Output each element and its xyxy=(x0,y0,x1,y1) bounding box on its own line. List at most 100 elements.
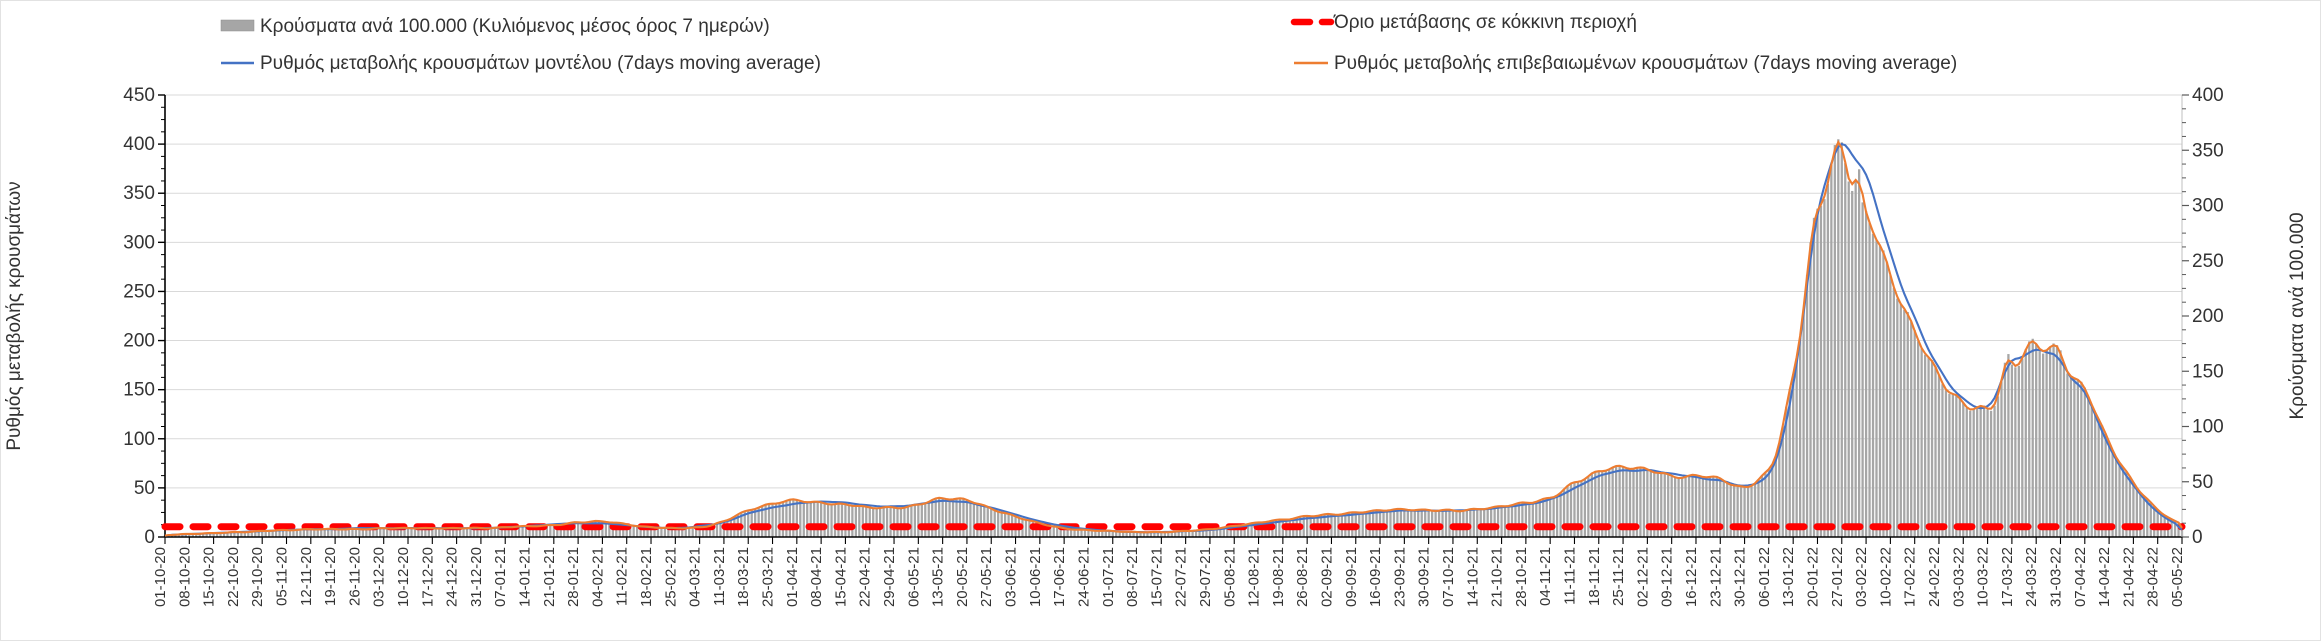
svg-text:19-11-20: 19-11-20 xyxy=(322,547,339,606)
svg-text:30-12-21: 30-12-21 xyxy=(1732,547,1749,607)
svg-text:08-07-21: 08-07-21 xyxy=(1124,547,1141,607)
svg-text:17-02-22: 17-02-22 xyxy=(1902,547,1919,607)
svg-text:350: 350 xyxy=(123,183,155,204)
svg-text:28-01-21: 28-01-21 xyxy=(565,547,582,607)
svg-text:17-03-22: 17-03-22 xyxy=(1999,547,2016,607)
svg-text:18-11-21: 18-11-21 xyxy=(1586,547,1603,606)
svg-text:31-12-20: 31-12-20 xyxy=(468,547,485,607)
svg-text:17-06-21: 17-06-21 xyxy=(1051,547,1068,607)
svg-text:27-01-22: 27-01-22 xyxy=(1829,547,1846,607)
svg-text:12-08-21: 12-08-21 xyxy=(1246,547,1263,607)
svg-text:22-04-21: 22-04-21 xyxy=(857,547,874,607)
svg-text:50: 50 xyxy=(2192,472,2213,493)
svg-text:07-04-22: 07-04-22 xyxy=(2072,547,2089,607)
svg-text:0: 0 xyxy=(144,527,155,548)
svg-text:11-11-21: 11-11-21 xyxy=(1561,547,1578,605)
svg-text:21-01-21: 21-01-21 xyxy=(541,547,558,607)
svg-text:27-05-21: 27-05-21 xyxy=(978,547,995,607)
svg-text:26-08-21: 26-08-21 xyxy=(1294,547,1311,607)
svg-text:24-03-22: 24-03-22 xyxy=(2023,547,2040,607)
svg-text:18-03-21: 18-03-21 xyxy=(735,547,752,607)
svg-text:25-03-21: 25-03-21 xyxy=(760,547,777,607)
svg-text:13-05-21: 13-05-21 xyxy=(930,547,947,607)
svg-text:04-03-21: 04-03-21 xyxy=(687,547,704,607)
svg-text:04-02-21: 04-02-21 xyxy=(589,547,606,607)
svg-text:200: 200 xyxy=(123,331,155,352)
svg-text:06-05-21: 06-05-21 xyxy=(905,547,922,607)
svg-text:07-10-21: 07-10-21 xyxy=(1440,547,1457,607)
svg-text:300: 300 xyxy=(2192,196,2224,217)
svg-text:09-09-21: 09-09-21 xyxy=(1343,547,1360,607)
svg-text:03-02-22: 03-02-22 xyxy=(1853,547,1870,607)
svg-text:14-01-21: 14-01-21 xyxy=(517,547,534,607)
svg-text:450: 450 xyxy=(123,85,155,106)
svg-text:29-04-21: 29-04-21 xyxy=(881,547,898,607)
svg-text:24-06-21: 24-06-21 xyxy=(1075,547,1092,607)
svg-text:31-03-22: 31-03-22 xyxy=(2047,547,2064,607)
svg-text:25-11-21: 25-11-21 xyxy=(1610,547,1627,606)
svg-text:20-01-22: 20-01-22 xyxy=(1804,547,1821,607)
svg-text:10-12-20: 10-12-20 xyxy=(395,547,412,607)
svg-text:400: 400 xyxy=(2192,85,2224,106)
svg-text:10-06-21: 10-06-21 xyxy=(1027,547,1044,607)
svg-text:02-09-21: 02-09-21 xyxy=(1318,547,1335,607)
svg-text:07-01-21: 07-01-21 xyxy=(492,547,509,607)
svg-text:250: 250 xyxy=(123,281,155,302)
svg-text:29-10-20: 29-10-20 xyxy=(249,547,266,607)
svg-text:300: 300 xyxy=(123,232,155,253)
svg-text:11-03-21: 11-03-21 xyxy=(711,547,728,606)
svg-text:Ρυθμός μεταβολής κρουσμάτων μο: Ρυθμός μεταβολής κρουσμάτων μοντέλου (7d… xyxy=(260,53,821,74)
svg-text:0: 0 xyxy=(2192,527,2203,548)
svg-text:21-10-21: 21-10-21 xyxy=(1489,547,1506,607)
svg-text:50: 50 xyxy=(134,478,155,499)
svg-text:30-09-21: 30-09-21 xyxy=(1416,547,1433,607)
svg-text:04-11-21: 04-11-21 xyxy=(1537,547,1554,606)
svg-text:23-09-21: 23-09-21 xyxy=(1391,547,1408,607)
svg-text:12-11-20: 12-11-20 xyxy=(298,547,315,606)
svg-text:03-03-22: 03-03-22 xyxy=(1950,547,1967,607)
svg-text:150: 150 xyxy=(123,380,155,401)
svg-text:08-04-21: 08-04-21 xyxy=(808,547,825,607)
svg-text:03-12-20: 03-12-20 xyxy=(371,547,388,607)
svg-text:Κρούσματα ανά 100.000 (Κυλιόμε: Κρούσματα ανά 100.000 (Κυλιόμενος μέσος … xyxy=(260,16,770,37)
svg-text:01-10-20: 01-10-20 xyxy=(152,547,169,607)
svg-text:09-12-21: 09-12-21 xyxy=(1659,547,1676,607)
svg-text:16-12-21: 16-12-21 xyxy=(1683,547,1700,607)
svg-text:13-01-22: 13-01-22 xyxy=(1780,547,1797,607)
svg-text:Όριο μετάβασης σε κόκκινη περι: Όριο μετάβασης σε κόκκινη περιοχή xyxy=(1333,12,1637,33)
svg-text:15-07-21: 15-07-21 xyxy=(1148,547,1165,607)
svg-text:16-09-21: 16-09-21 xyxy=(1367,547,1384,607)
svg-text:150: 150 xyxy=(2192,361,2224,382)
svg-text:14-10-21: 14-10-21 xyxy=(1464,547,1481,607)
svg-text:08-10-20: 08-10-20 xyxy=(176,547,193,607)
svg-text:18-02-21: 18-02-21 xyxy=(638,547,655,607)
svg-text:11-02-21: 11-02-21 xyxy=(614,547,631,606)
svg-text:Κρούσματα ανά 100.000: Κρούσματα ανά 100.000 xyxy=(2287,212,2308,419)
svg-text:05-11-20: 05-11-20 xyxy=(274,547,291,606)
svg-text:06-01-22: 06-01-22 xyxy=(1756,547,1773,607)
svg-text:21-04-22: 21-04-22 xyxy=(2120,547,2137,607)
svg-text:17-12-20: 17-12-20 xyxy=(419,547,436,607)
svg-text:200: 200 xyxy=(2192,306,2224,327)
svg-text:15-10-20: 15-10-20 xyxy=(201,547,218,607)
svg-text:Ρυθμός μεταβολής κρουσμάτων: Ρυθμός μεταβολής κρουσμάτων xyxy=(4,181,25,450)
svg-text:Ρυθμός μεταβολής επιβεβαιωμένω: Ρυθμός μεταβολής επιβεβαιωμένων κρουσμάτ… xyxy=(1334,53,1957,74)
svg-text:28-04-22: 28-04-22 xyxy=(2145,547,2162,607)
svg-text:28-10-21: 28-10-21 xyxy=(1513,547,1530,607)
svg-text:01-07-21: 01-07-21 xyxy=(1100,547,1117,607)
svg-text:26-11-20: 26-11-20 xyxy=(346,547,363,606)
svg-text:20-05-21: 20-05-21 xyxy=(954,547,971,607)
svg-text:03-06-21: 03-06-21 xyxy=(1003,547,1020,607)
svg-text:22-10-20: 22-10-20 xyxy=(225,547,242,607)
svg-text:02-12-21: 02-12-21 xyxy=(1634,547,1651,607)
svg-text:05-05-22: 05-05-22 xyxy=(2169,547,2186,607)
svg-text:15-04-21: 15-04-21 xyxy=(832,547,849,607)
svg-text:100: 100 xyxy=(123,429,155,450)
svg-text:350: 350 xyxy=(2192,140,2224,161)
svg-text:25-02-21: 25-02-21 xyxy=(662,547,679,607)
svg-text:10-02-22: 10-02-22 xyxy=(1877,547,1894,607)
svg-text:400: 400 xyxy=(123,134,155,155)
svg-text:05-08-21: 05-08-21 xyxy=(1221,547,1238,607)
svg-text:22-07-21: 22-07-21 xyxy=(1173,547,1190,607)
svg-text:29-07-21: 29-07-21 xyxy=(1197,547,1214,607)
